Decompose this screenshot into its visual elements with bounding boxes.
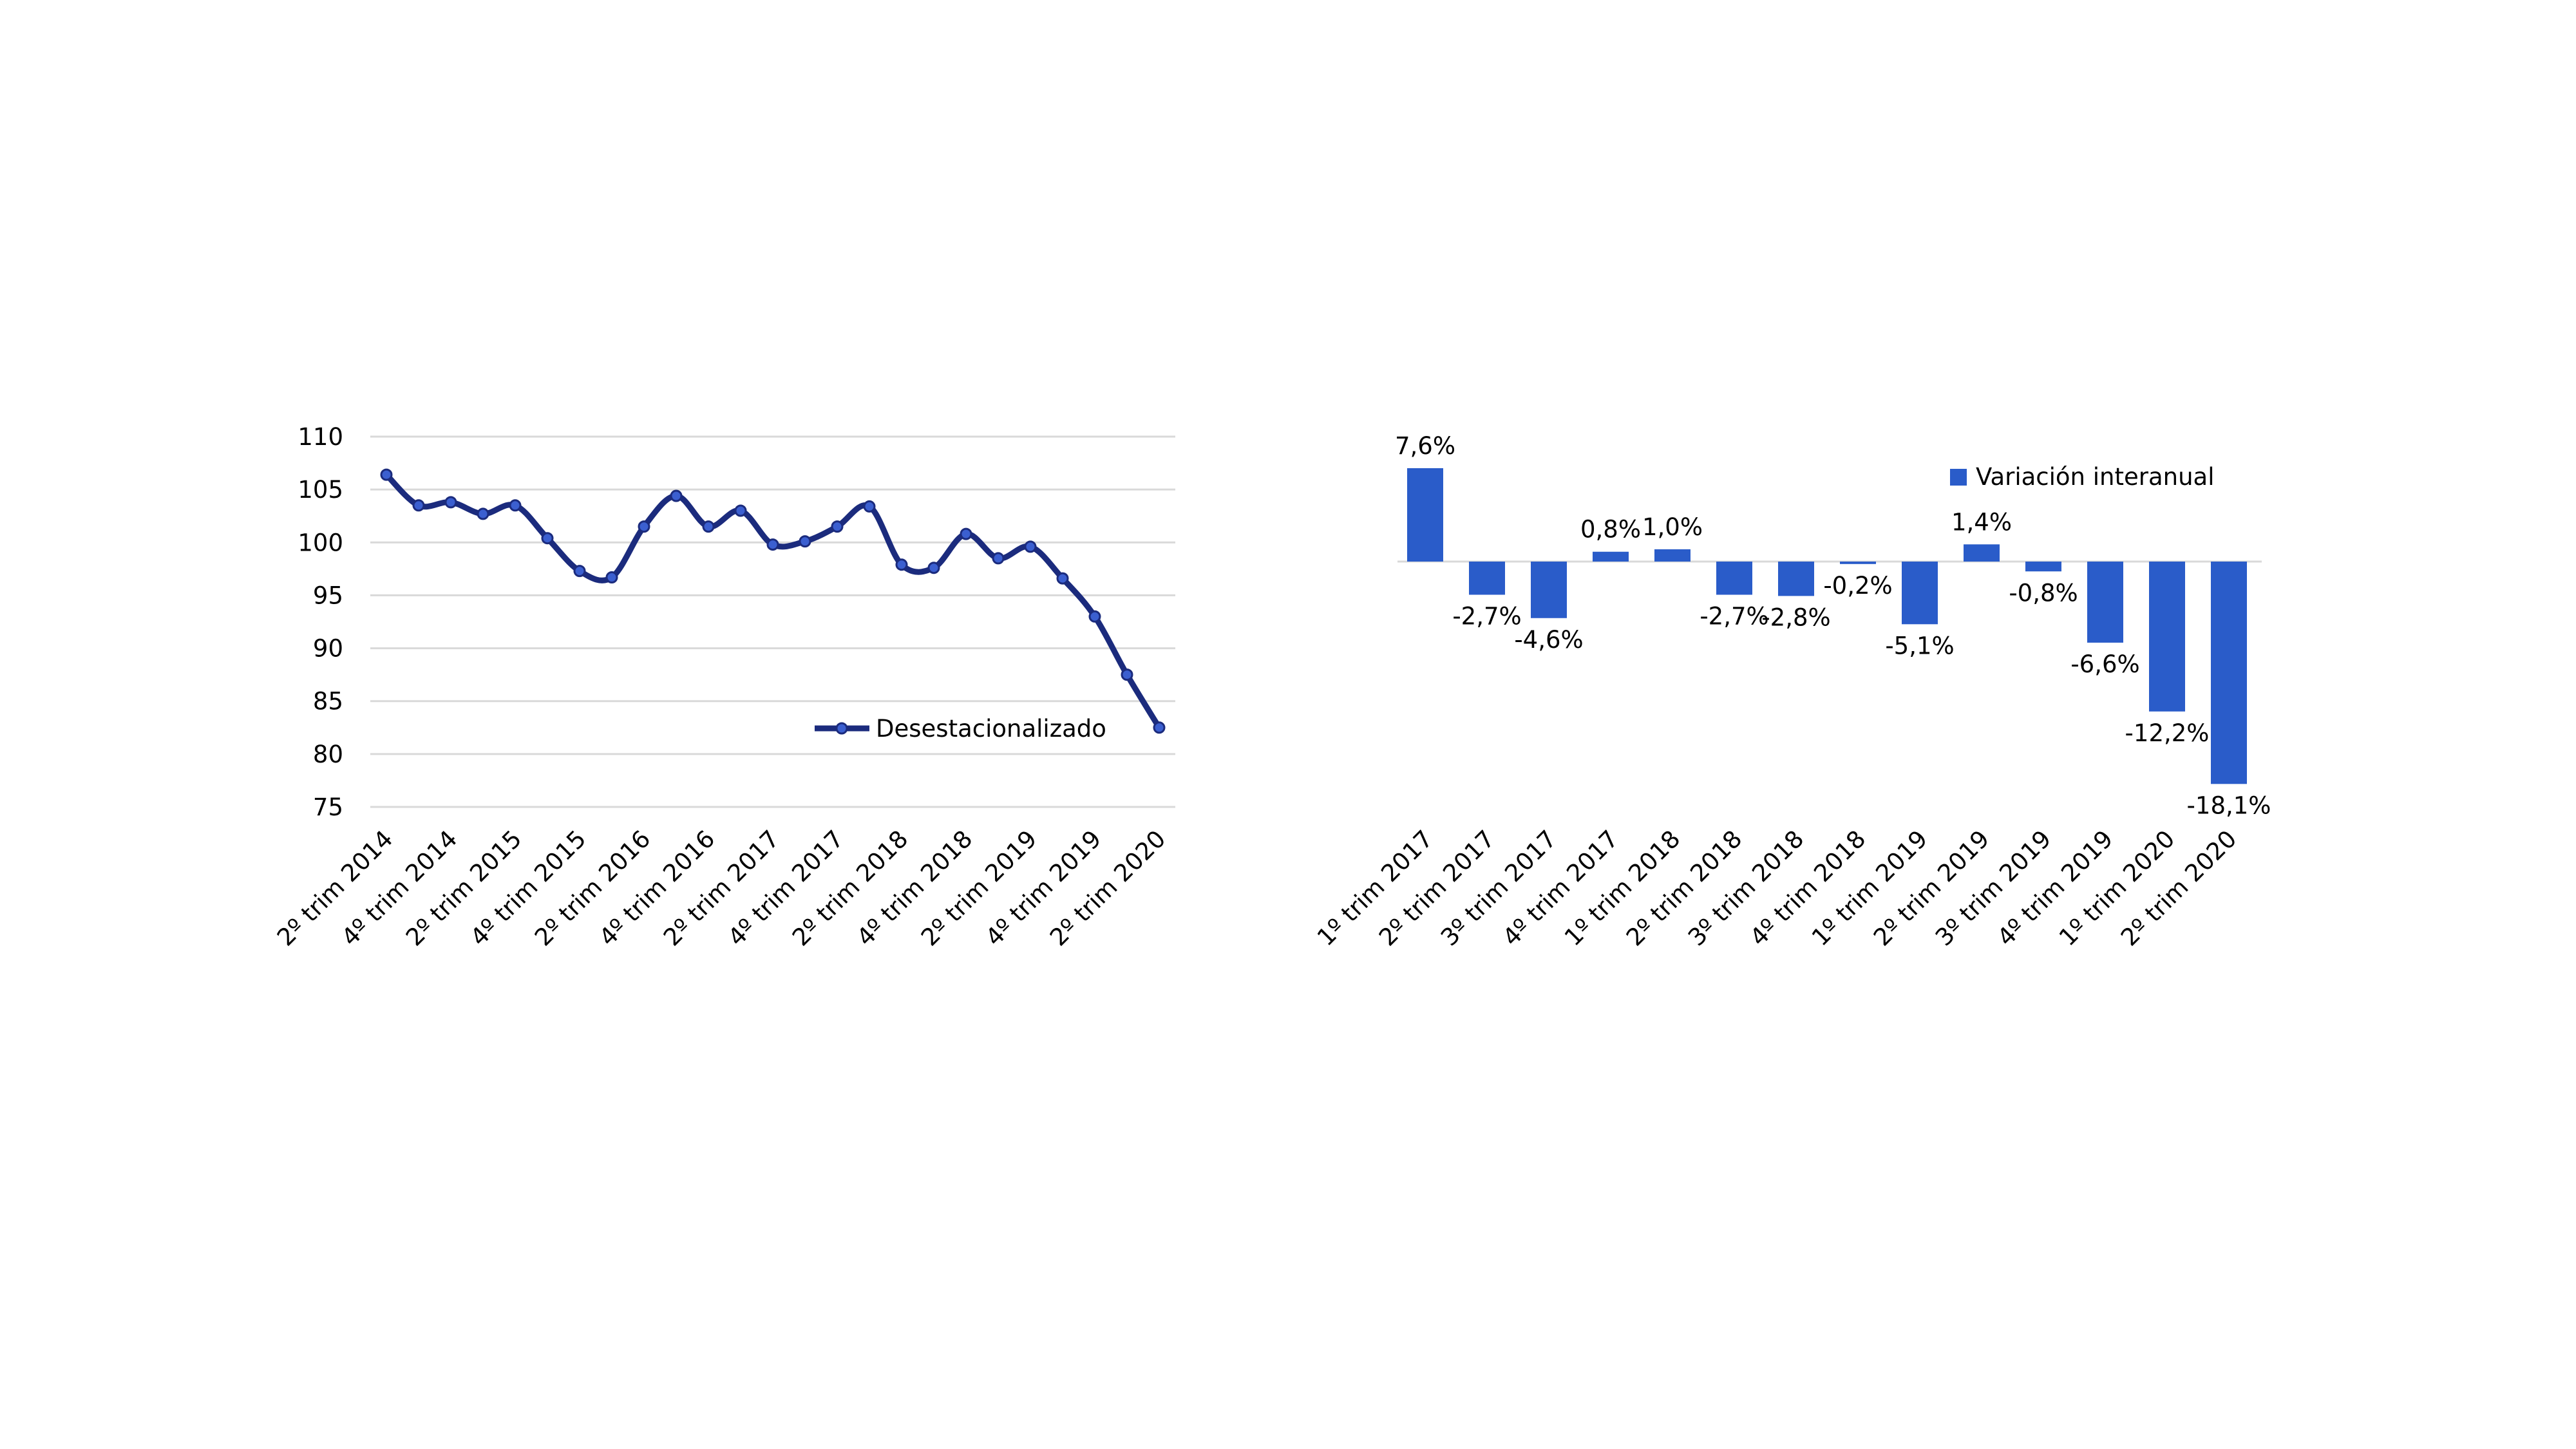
legend: Variación interanual [1950, 463, 2215, 491]
data-label-2-trim-2020: -18,1% [2187, 791, 2271, 819]
bar-1-trim-2017 [1407, 468, 1443, 562]
data-label-1-trim-2020: -12,2% [2125, 719, 2210, 747]
point-4-trim-2018 [960, 527, 972, 540]
bar-1-trim-2020 [2149, 562, 2185, 712]
point-3-trim-2016 [670, 489, 683, 502]
legend-swatch [1950, 469, 1967, 486]
point-3-trim-2019 [1056, 572, 1069, 585]
x-tick-2-trim-2020: 2º trim 2020 [1045, 825, 1171, 951]
point-3-trim-2015 [541, 532, 554, 545]
y-tick-95: 95 [313, 582, 343, 609]
point-1-trim-2020 [1121, 668, 1133, 681]
bar-2-trim-2018 [1716, 562, 1752, 595]
point-2-trim-2018 [895, 558, 908, 571]
data-label-2-trim-2018: -2,7% [1700, 603, 1768, 630]
bar-2-trim-2017 [1469, 562, 1505, 595]
point-2-trim-2015 [509, 499, 522, 512]
point-3-trim-2017 [799, 535, 811, 548]
y-tick-90: 90 [313, 635, 343, 663]
data-label-2-trim-2017: -2,7% [1452, 603, 1521, 630]
legend-marker-swatch [835, 722, 848, 735]
bar-4-trim-2019 [2087, 562, 2123, 643]
point-1-trim-2017 [734, 504, 747, 517]
y-tick-100: 100 [298, 529, 343, 556]
bar-4-trim-2017 [1593, 551, 1629, 562]
point-1-trim-2019 [992, 552, 1005, 565]
data-label-1-trim-2018: 1,0% [1642, 513, 1703, 541]
y-gridlines [370, 435, 1175, 808]
y-tick-labels: 75 80 85 90 95 100 105 110 [298, 423, 343, 821]
point-4-trim-2014 [444, 496, 457, 509]
point-2-trim-2014 [380, 468, 393, 481]
data-label-3-trim-2018: -2,8% [1761, 603, 1830, 631]
point-2-trim-2016 [638, 520, 650, 533]
bar-2-trim-2020 [2211, 562, 2247, 784]
bar-4-trim-2018 [1840, 562, 1876, 564]
y-tick-105: 105 [298, 476, 343, 504]
point-3-trim-2014 [412, 499, 425, 512]
point-2-trim-2020 [1153, 721, 1166, 734]
bars [1407, 468, 2247, 784]
data-label-3-trim-2019: -0,8% [2009, 579, 2078, 607]
variation-bar-chart: 7,6%-2,7%-4,6%0,8% 1,0%-2,7%-2,8%-0,2%-5,… [1312, 432, 2271, 951]
data-label-1-trim-2019: -5,1% [1885, 632, 1954, 659]
y-tick-110: 110 [298, 423, 343, 451]
point-4-trim-2015 [573, 565, 586, 578]
data-label-2-trim-2019: 1,4% [1951, 508, 2012, 536]
bar-3-trim-2017 [1531, 562, 1567, 618]
legend: Desestacionalizado [815, 715, 1106, 743]
bar-3-trim-2019 [2025, 562, 2061, 572]
y-tick-85: 85 [313, 688, 343, 715]
legend-label: Desestacionalizado [876, 715, 1106, 743]
point-4-trim-2017 [831, 520, 844, 533]
point-1-trim-2018 [863, 500, 876, 513]
data-label-4-trim-2018: -0,2% [1823, 572, 1892, 600]
point-2-trim-2019 [1024, 540, 1037, 553]
point-2-trim-2017 [766, 538, 779, 551]
y-tick-80: 80 [313, 741, 343, 768]
y-tick-75: 75 [313, 793, 343, 821]
data-label-4-trim-2019: -6,6% [2070, 650, 2139, 678]
point-3-trim-2018 [927, 562, 940, 574]
series-line-desestacionalizado [383, 471, 1162, 731]
bar-2-trim-2019 [1964, 544, 2000, 562]
data-label-3-trim-2017: -4,6% [1514, 626, 1583, 654]
data-labels: 7,6%-2,7%-4,6%0,8% 1,0%-2,7%-2,8%-0,2%-5,… [1395, 432, 2271, 819]
data-label-4-trim-2017: 0,8% [1580, 516, 1641, 544]
legend-label: Variación interanual [1976, 463, 2215, 491]
bar-1-trim-2019 [1902, 562, 1938, 625]
point-1-trim-2015 [477, 507, 489, 520]
data-label-1-trim-2017: 7,6% [1395, 432, 1455, 460]
point-4-trim-2019 [1088, 610, 1101, 623]
point-4-trim-2016 [702, 520, 715, 533]
bar-3-trim-2018 [1778, 562, 1814, 596]
series-points [380, 468, 1166, 734]
point-1-trim-2016 [605, 571, 618, 583]
bar-1-trim-2018 [1654, 549, 1690, 562]
